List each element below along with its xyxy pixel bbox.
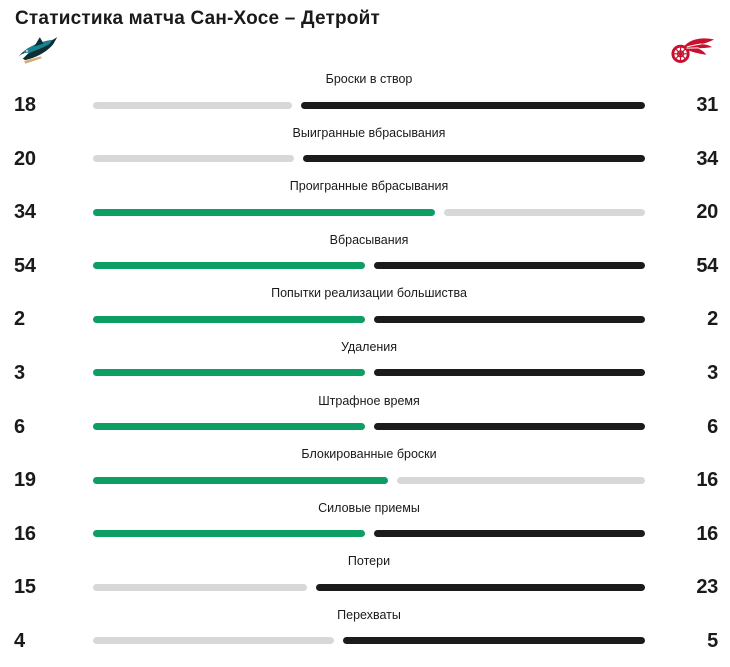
home-value: 16 bbox=[14, 522, 36, 545]
away-bar bbox=[343, 637, 645, 645]
home-bar bbox=[93, 262, 365, 270]
away-value: 54 bbox=[696, 254, 718, 277]
home-value: 4 bbox=[14, 629, 25, 652]
bar-track bbox=[93, 262, 645, 270]
stat-label: Штрафное время bbox=[318, 393, 420, 408]
stat-label: Проигранные вбрасывания bbox=[289, 179, 449, 194]
stat-line: 4 5 bbox=[14, 628, 718, 654]
home-bar bbox=[93, 637, 335, 645]
away-bar bbox=[303, 155, 645, 163]
bar-track bbox=[93, 423, 645, 431]
stat-label: Потери bbox=[347, 554, 391, 569]
bar-track bbox=[93, 637, 645, 645]
home-bar bbox=[93, 476, 388, 484]
home-bar bbox=[93, 101, 293, 109]
stat-row: Перехваты 4 5 bbox=[14, 602, 718, 656]
page-title: Статистика матча Сан-Хосе – Детройт bbox=[15, 8, 380, 29]
stat-label: Попытки реализации большиства bbox=[271, 286, 467, 301]
home-bar bbox=[93, 423, 365, 431]
home-bar bbox=[93, 583, 308, 591]
away-bar bbox=[316, 583, 645, 591]
stat-row: Броски в створ 18 31 bbox=[14, 66, 718, 120]
stat-row: Силовые приемы 16 16 bbox=[14, 495, 718, 549]
away-value: 31 bbox=[696, 94, 718, 116]
stat-line: 20 34 bbox=[14, 146, 718, 172]
stat-label: Вбрасывания bbox=[329, 232, 409, 247]
home-value: 19 bbox=[14, 469, 36, 492]
away-value: 16 bbox=[696, 522, 718, 545]
red-wings-logo-icon bbox=[670, 35, 716, 65]
away-value: 16 bbox=[696, 469, 718, 492]
stat-line: 54 54 bbox=[14, 253, 718, 279]
stat-label: Броски в створ bbox=[325, 72, 413, 86]
stat-line: 2 2 bbox=[14, 306, 718, 332]
bar-track bbox=[93, 315, 645, 323]
bar-track bbox=[93, 369, 645, 377]
away-bar bbox=[443, 208, 645, 216]
away-bar bbox=[373, 262, 645, 270]
away-value: 3 bbox=[707, 361, 718, 384]
stat-label: Удаления bbox=[340, 339, 398, 354]
stat-line: 18 31 bbox=[14, 92, 718, 118]
away-bar bbox=[396, 476, 645, 484]
bar-track bbox=[93, 530, 645, 538]
stat-line: 6 6 bbox=[14, 414, 718, 440]
sharks-logo-icon bbox=[16, 35, 60, 65]
stat-line: 3 3 bbox=[14, 360, 718, 386]
stat-label: Перехваты bbox=[337, 607, 401, 622]
bar-track bbox=[93, 476, 645, 484]
away-value: 2 bbox=[707, 308, 718, 331]
stats-list: Броски в створ 18 31 Выигранные вбрасыва… bbox=[14, 66, 718, 656]
stat-row: Попытки реализации большиства 2 2 bbox=[14, 280, 718, 334]
home-value: 18 bbox=[14, 94, 36, 116]
team-logos-row bbox=[14, 35, 718, 65]
stat-line: 19 16 bbox=[14, 467, 718, 493]
stat-label: Силовые приемы bbox=[318, 500, 420, 515]
stat-line: 15 23 bbox=[14, 574, 718, 600]
away-value: 6 bbox=[707, 415, 718, 438]
stat-row: Выигранные вбрасывания 20 34 bbox=[14, 120, 718, 174]
stat-row: Удаления 3 3 bbox=[14, 334, 718, 388]
home-value: 2 bbox=[14, 308, 25, 331]
stat-label: Блокированные броски bbox=[301, 447, 437, 462]
home-bar bbox=[93, 155, 295, 163]
home-bar bbox=[93, 530, 365, 538]
home-value: 3 bbox=[14, 361, 25, 384]
stat-label: Выигранные вбрасывания bbox=[292, 125, 446, 140]
away-value: 20 bbox=[696, 201, 718, 224]
home-value: 6 bbox=[14, 415, 25, 438]
bar-track bbox=[93, 101, 645, 109]
away-value: 34 bbox=[696, 147, 718, 170]
home-bar bbox=[93, 315, 365, 323]
home-bar bbox=[93, 369, 365, 377]
stat-row: Блокированные броски 19 16 bbox=[14, 441, 718, 495]
stat-line: 16 16 bbox=[14, 521, 718, 547]
away-bar bbox=[373, 315, 645, 323]
home-value: 15 bbox=[14, 576, 36, 599]
stat-row: Проигранные вбрасывания 34 20 bbox=[14, 173, 718, 227]
home-value: 54 bbox=[14, 254, 36, 277]
home-value: 20 bbox=[14, 147, 36, 170]
stat-row: Штрафное время 6 6 bbox=[14, 388, 718, 442]
stat-line: 34 20 bbox=[14, 199, 718, 225]
away-bar bbox=[373, 369, 645, 377]
bar-track bbox=[93, 208, 645, 216]
bar-track bbox=[93, 155, 645, 163]
bar-track bbox=[93, 583, 645, 591]
stat-row: Вбрасывания 54 54 bbox=[14, 227, 718, 281]
away-value: 23 bbox=[696, 576, 718, 599]
home-bar bbox=[93, 208, 435, 216]
stat-row: Потери 15 23 bbox=[14, 548, 718, 602]
away-bar bbox=[373, 530, 645, 538]
home-value: 34 bbox=[14, 201, 36, 224]
away-bar bbox=[301, 101, 645, 109]
away-bar bbox=[373, 423, 645, 431]
away-value: 5 bbox=[707, 629, 718, 652]
